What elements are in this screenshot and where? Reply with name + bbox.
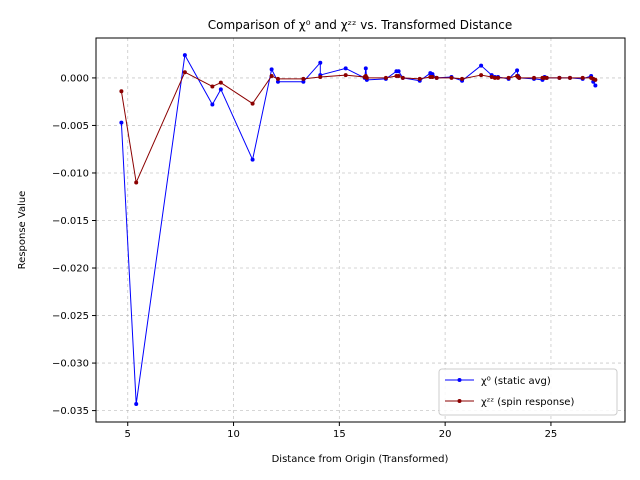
series-1-point — [182, 53, 187, 58]
series-2-point — [460, 76, 465, 81]
y-tick-label: −0.025 — [52, 311, 89, 322]
series-2-point — [496, 75, 501, 80]
series-1-point — [479, 63, 484, 68]
series-1-point — [343, 66, 348, 71]
series-1-point — [430, 72, 435, 77]
legend: χ⁰ (static avg) χᶻᶻ (spin response) — [438, 368, 618, 416]
x-tick-label: 20 — [439, 429, 452, 440]
legend-marker-series-2 — [457, 399, 462, 403]
series-1-point — [396, 69, 401, 74]
series-2-point — [434, 75, 439, 80]
series-2-point — [430, 74, 435, 79]
series-layer — [119, 53, 598, 406]
series-2-point — [301, 76, 306, 81]
y-axis-label: Response Value — [17, 191, 28, 270]
x-tick-label: 15 — [333, 429, 346, 440]
series-2-point — [557, 75, 562, 80]
x-tick-label: 25 — [545, 429, 558, 440]
x-axis: 5 10 15 20 25 — [125, 422, 558, 440]
series-1-point — [210, 102, 215, 107]
series-2-point — [134, 180, 139, 185]
series-2-point — [269, 74, 274, 79]
plot-area — [96, 38, 625, 422]
x-axis-label: Distance from Origin (Transformed) — [272, 454, 449, 465]
series-1-point — [250, 157, 255, 162]
y-tick-label: −0.035 — [52, 406, 89, 417]
series-2-point — [364, 75, 369, 80]
series-2-point — [492, 75, 497, 80]
series-1-point — [301, 79, 306, 84]
grid — [96, 38, 625, 422]
series-1-point — [593, 83, 598, 88]
series-1-point — [515, 68, 520, 73]
y-axis: 0.000 −0.005 −0.010 −0.015 −0.020 −0.025 −0.03… — [52, 73, 96, 417]
series-2-point — [417, 76, 422, 81]
y-tick-label: −0.020 — [52, 264, 89, 275]
series-1-point — [119, 120, 124, 125]
series-2-point — [506, 75, 511, 80]
series-2-point — [218, 80, 223, 85]
series-2-point — [544, 75, 549, 80]
series-2-point — [182, 70, 187, 75]
legend-marker-series-1 — [457, 378, 462, 382]
series-2-point — [318, 74, 323, 79]
series-1-point — [275, 79, 280, 84]
chart-title: Comparison of χ⁰ and χᶻᶻ vs. Transformed… — [208, 18, 512, 32]
series-2-point — [489, 74, 494, 79]
series-2-point — [396, 74, 401, 79]
y-tick-label: −0.015 — [52, 216, 89, 227]
series-1-point — [318, 60, 323, 65]
series-2-point — [119, 89, 124, 94]
series-2-point — [580, 75, 585, 80]
series-2-point — [593, 77, 598, 82]
plot-frame — [95, 37, 626, 423]
series-2-point — [383, 75, 388, 80]
series-2-point — [250, 101, 255, 106]
y-tick-label: 0.000 — [60, 73, 89, 84]
series-1-point — [134, 401, 139, 406]
y-tick-label: −0.005 — [52, 121, 89, 132]
y-tick-label: −0.030 — [52, 359, 89, 370]
series-2-point — [567, 75, 572, 80]
legend-label-series-1: χ⁰ (static avg) — [481, 376, 551, 387]
x-tick-label: 10 — [227, 429, 240, 440]
series-2-point — [343, 73, 348, 78]
series-2-point — [275, 76, 280, 81]
series-2 — [119, 70, 598, 185]
series-2-point — [479, 73, 484, 78]
series-1-point — [363, 66, 368, 71]
series-2-point — [449, 75, 454, 80]
series-2-point — [400, 75, 405, 80]
x-tick-label: 5 — [125, 429, 131, 440]
legend-label-series-2: χᶻᶻ (spin response) — [481, 397, 574, 408]
legend-box — [438, 368, 618, 416]
series-2-point — [517, 75, 522, 80]
series-1-point — [269, 67, 274, 72]
series-2-point — [532, 75, 537, 80]
series-1-point — [218, 87, 223, 92]
y-tick-label: −0.010 — [52, 168, 89, 179]
series-2-point — [210, 84, 215, 89]
